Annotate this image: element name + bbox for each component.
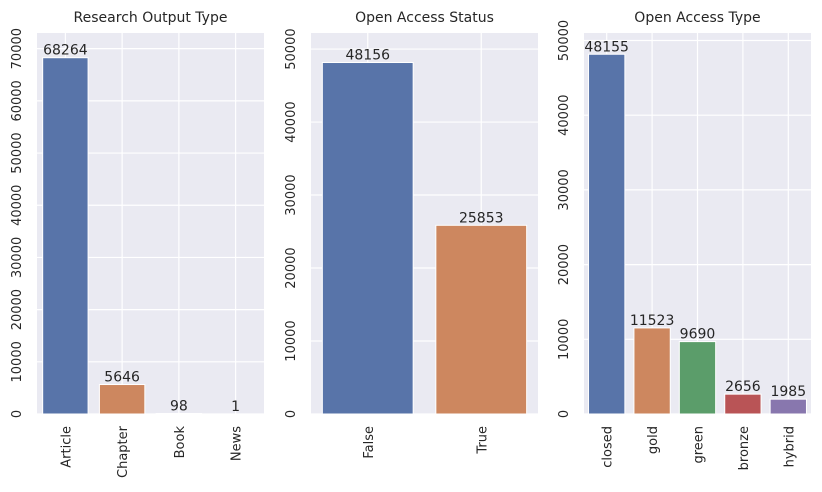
x-tick-label: Article bbox=[59, 426, 74, 468]
y-tick-label: 20000 bbox=[557, 244, 572, 285]
y-tick-label: 60000 bbox=[10, 80, 25, 121]
y-tick-label: 20000 bbox=[284, 247, 299, 288]
bar-article bbox=[42, 57, 89, 415]
y-tick-label: 0 bbox=[284, 410, 299, 418]
chart-title: Open Access Type bbox=[634, 10, 760, 26]
x-tick-label: closed bbox=[601, 426, 616, 468]
y-tick-label: 0 bbox=[557, 410, 572, 418]
y-tick-label: 10000 bbox=[10, 341, 25, 382]
y-tick-label: 10000 bbox=[284, 320, 299, 361]
bar-value-label: 25853 bbox=[459, 210, 504, 226]
y-tick-label: 30000 bbox=[284, 174, 299, 215]
x-tick-label: Book bbox=[173, 426, 188, 459]
bar-gold bbox=[633, 327, 671, 415]
bar-value-label: 2656 bbox=[725, 379, 761, 395]
x-tick-label: green bbox=[692, 426, 707, 464]
y-tick-label: 40000 bbox=[10, 185, 25, 226]
y-tick-label: 40000 bbox=[284, 101, 299, 142]
y-tick-label: 70000 bbox=[10, 28, 25, 69]
bar-hybrid bbox=[769, 398, 807, 415]
x-tick-label: News bbox=[230, 426, 245, 461]
y-tick-label: 50000 bbox=[557, 20, 572, 61]
bar-green bbox=[678, 341, 717, 415]
x-tick-label: Chapter bbox=[116, 425, 131, 478]
x-tick-label: True bbox=[475, 426, 490, 455]
bar-value-label: 1985 bbox=[770, 384, 806, 400]
bar-value-label: 5646 bbox=[104, 370, 140, 386]
bar-value-label: 48156 bbox=[345, 48, 390, 64]
bar-closed bbox=[588, 53, 626, 415]
bar-value-label: 68264 bbox=[43, 43, 88, 59]
y-tick-label: 40000 bbox=[557, 94, 572, 135]
x-tick-label: bronze bbox=[737, 426, 752, 470]
x-tick-label: False bbox=[362, 426, 377, 459]
y-tick-label: 10000 bbox=[557, 319, 572, 360]
bar-value-label: 1 bbox=[231, 399, 240, 415]
y-tick-label: 50000 bbox=[284, 28, 299, 69]
y-tick-label: 0 bbox=[10, 410, 25, 418]
y-tick-label: 30000 bbox=[557, 169, 572, 210]
bar-value-label: 48155 bbox=[584, 39, 629, 55]
y-tick-label: 50000 bbox=[10, 132, 25, 173]
bar-value-label: 9690 bbox=[680, 327, 716, 343]
bar-bronze bbox=[724, 393, 762, 415]
x-tick-label: hybrid bbox=[782, 426, 797, 467]
bar-true bbox=[435, 224, 528, 415]
bar-book bbox=[155, 412, 203, 415]
bar-false bbox=[321, 62, 414, 415]
y-tick-label: 20000 bbox=[10, 289, 25, 330]
chart-title: Open Access Status bbox=[355, 10, 494, 26]
x-tick-label: gold bbox=[646, 426, 661, 454]
y-tick-label: 30000 bbox=[10, 237, 25, 278]
chart-title: Research Output Type bbox=[74, 10, 228, 26]
bar-value-label: 98 bbox=[170, 398, 188, 414]
bar-value-label: 11523 bbox=[630, 313, 675, 329]
bar-chapter bbox=[98, 384, 146, 415]
